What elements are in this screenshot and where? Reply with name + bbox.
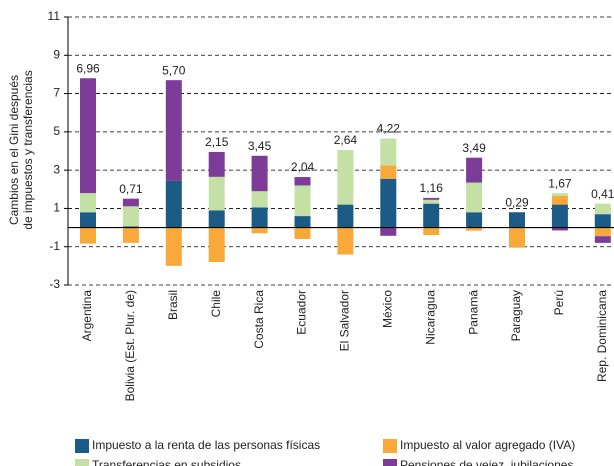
bar-segment	[380, 227, 397, 236]
bar-segment	[509, 227, 525, 248]
bar-segment	[594, 214, 611, 228]
bar-segment	[208, 176, 225, 211]
x-tick-label: Chile	[209, 290, 223, 318]
y-tick-label: 7	[53, 86, 60, 100]
x-tick-label: Brasil	[166, 290, 180, 320]
total-label: 3,45	[248, 139, 272, 153]
legend-line: Pensiones de vejez, jubilaciones	[400, 458, 573, 466]
y-tick-label: 3	[53, 162, 60, 176]
bar-segment	[208, 151, 225, 177]
total-label: 4,22	[377, 122, 401, 136]
bar-segment	[80, 212, 96, 228]
bar-segment	[165, 227, 182, 266]
bar-segment	[466, 157, 483, 183]
bar-segment	[208, 227, 225, 263]
bar-segment	[380, 138, 397, 166]
bar-segment	[80, 78, 96, 194]
legend-swatch	[75, 459, 89, 466]
bar-segment	[551, 195, 568, 205]
bar-segment	[80, 227, 96, 244]
legend-label: Impuesto al valor agregado (IVA)	[400, 438, 575, 452]
x-tick-label: Argentina	[80, 290, 94, 342]
legend-label: Impuesto a la renta de las personas físi…	[92, 438, 320, 452]
bar-segment	[208, 210, 225, 228]
y-tick-label: -3	[49, 277, 60, 291]
x-tick-label: Costa Rica	[252, 290, 266, 349]
bar-segment	[466, 182, 483, 213]
bar-segment	[594, 236, 611, 243]
total-label: 3,49	[462, 141, 486, 155]
legend-label: Pensiones de vejez, jubilacionesy rentas…	[400, 458, 573, 466]
x-tick-label: Perú	[552, 290, 566, 315]
total-label: 5,70	[162, 63, 186, 77]
bar-segment	[165, 180, 182, 228]
y-tick-label: 1	[53, 201, 60, 215]
bar-segment	[423, 199, 440, 204]
bar-segment	[551, 204, 568, 228]
bar-segment	[466, 212, 483, 228]
bar-segment	[551, 227, 568, 231]
bar-segment	[251, 227, 268, 234]
y-tick-label: -1	[49, 239, 60, 253]
x-tick-label: Ecuador	[295, 290, 309, 335]
bar-segment	[80, 193, 96, 213]
bar-segment	[337, 150, 354, 205]
total-label: 2,15	[205, 135, 229, 149]
y-axis-label: Cambios en el Gini despuésde impuestos y…	[7, 70, 35, 229]
y-tick-label: 9	[53, 47, 60, 61]
bar-segment	[594, 227, 611, 237]
bar-segment	[423, 197, 440, 200]
total-label: 0,29	[505, 195, 529, 209]
bar-segment	[337, 227, 354, 255]
x-tick-label: Paraguay	[509, 290, 523, 341]
bar-segment	[122, 206, 139, 227]
bar-segment	[594, 203, 611, 215]
bar-segment	[337, 204, 354, 228]
x-tick-label: El Salvador	[338, 290, 352, 351]
total-label: 2,64	[334, 133, 358, 147]
bar-segment	[294, 227, 311, 240]
total-label: 0,41	[591, 187, 614, 201]
total-label: 1,67	[548, 176, 572, 190]
bar-segment	[380, 178, 397, 228]
x-tick-label: Panamá	[466, 290, 480, 335]
bar-segment	[380, 165, 397, 179]
y-tick-label: 11	[48, 9, 61, 23]
x-tick-label: México	[380, 290, 394, 328]
bar-segment	[251, 191, 268, 208]
bar-segment	[423, 203, 440, 228]
legend-label: Transferencias en subsidios	[92, 458, 241, 466]
total-label: 0,71	[119, 182, 143, 196]
bar-segment	[165, 80, 182, 181]
bar-segment	[294, 216, 311, 228]
bar-segment	[122, 227, 139, 243]
bar-segment	[251, 207, 268, 228]
x-tick-label: Nicaragua	[423, 290, 437, 345]
bar-segment	[294, 177, 311, 186]
total-label: 6,96	[76, 61, 100, 75]
legend-swatch	[383, 459, 397, 466]
bar-segment	[423, 227, 440, 236]
y-tick-label: 5	[53, 124, 60, 138]
x-tick-label: Rep. Dominicana	[595, 290, 609, 382]
x-tick-label: Bolivia (Est. Plur. de)	[123, 290, 137, 401]
bar-segment	[466, 227, 483, 231]
legend-swatch	[383, 439, 397, 453]
total-label: 2,04	[291, 160, 315, 174]
legend-swatch	[75, 439, 89, 453]
bar-segment	[251, 155, 268, 192]
bar-segment	[294, 185, 311, 217]
bar-segment	[551, 193, 568, 196]
bar-segment	[122, 198, 139, 207]
total-label: 1,16	[420, 181, 444, 195]
bar-segment	[509, 212, 525, 228]
